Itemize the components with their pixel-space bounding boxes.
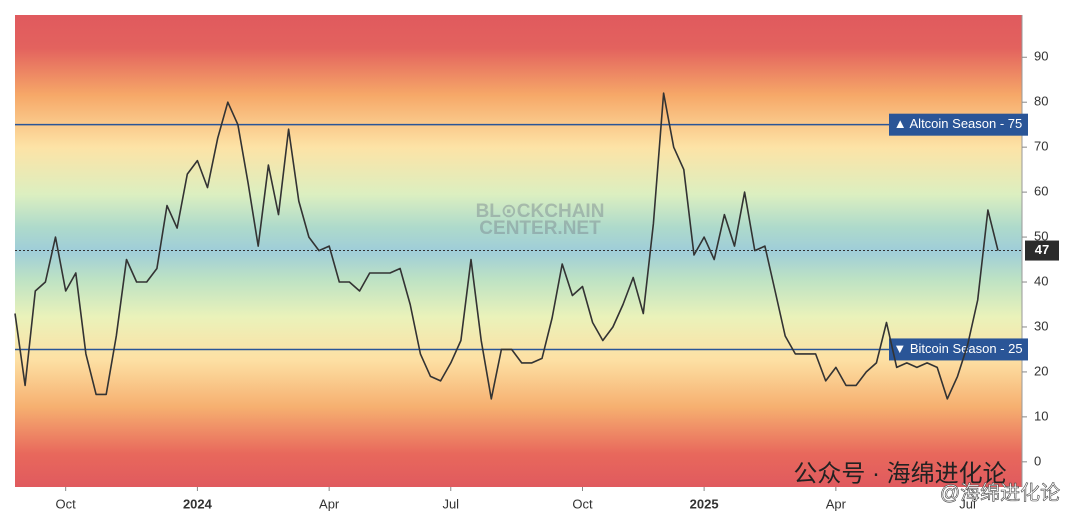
- plot: 0 10 20 30 40 50 60 70 80 90 Oct 2024 Apr Jul Oct 2025 A…: [14, 49, 1059, 511]
- x-tick-label: Jul: [959, 496, 976, 511]
- y-tick-label: 80: [1034, 94, 1048, 109]
- watermark: CENTER.NET: [479, 218, 601, 239]
- x-tick-label: Apr: [319, 496, 340, 511]
- data-line: [14, 92, 999, 400]
- reference-label-box: [889, 113, 1028, 136]
- plot-background: [15, 15, 1022, 487]
- x-tick-label: 2024: [183, 496, 213, 511]
- y-tick-label: 40: [1034, 273, 1048, 288]
- y-tick-label: 20: [1034, 363, 1048, 378]
- x-tick-label: Jul: [442, 496, 459, 511]
- y-tick-label: 70: [1034, 139, 1048, 154]
- y-tick-label: 90: [1034, 49, 1048, 64]
- x-tick-label: Oct: [56, 496, 77, 511]
- x-tick-label: 2025: [690, 496, 719, 511]
- reference-label-box: [889, 338, 1028, 361]
- watermark: BL⊙CKCHAIN: [476, 201, 605, 222]
- y-tick-label: 50: [1034, 229, 1048, 244]
- footer-watermark: @海绵进化论: [940, 481, 1060, 504]
- reference-label: ▼ Bitcoin Season - 25: [893, 341, 1022, 356]
- last-value-label: 47: [1035, 242, 1049, 257]
- x-tick-label: Apr: [826, 496, 847, 511]
- x-tick-label: Oct: [572, 496, 593, 511]
- footer-watermark: 公众号 · 海绵进化论: [793, 460, 1006, 487]
- y-tick-label: 10: [1034, 408, 1048, 423]
- y-tick-label: 60: [1034, 184, 1048, 199]
- last-value-box: [1025, 240, 1059, 261]
- reference-label: ▲ Altcoin Season - 75: [894, 116, 1023, 131]
- y-tick-label: 0: [1034, 453, 1041, 468]
- y-tick-label: 30: [1034, 318, 1048, 333]
